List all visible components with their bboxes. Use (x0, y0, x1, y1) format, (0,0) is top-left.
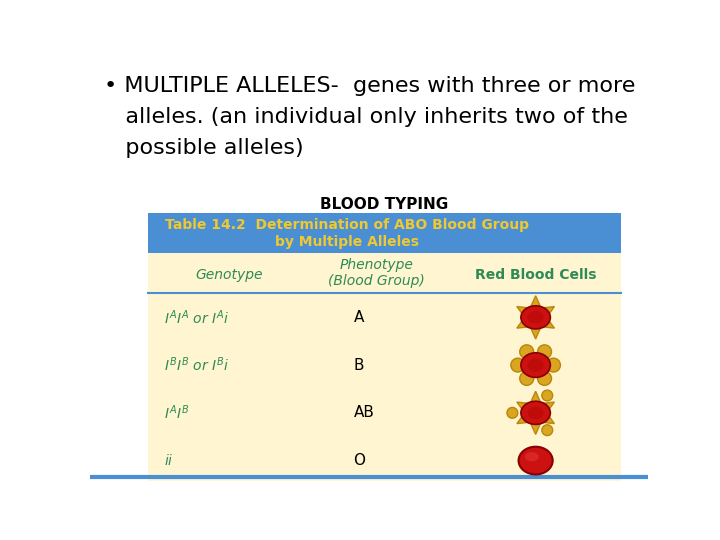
Text: $ii$: $ii$ (163, 453, 174, 468)
Text: O: O (354, 453, 366, 468)
FancyBboxPatch shape (148, 253, 621, 294)
Text: B: B (354, 357, 364, 373)
Text: (Blood Group): (Blood Group) (328, 274, 425, 288)
FancyBboxPatch shape (148, 437, 621, 484)
FancyBboxPatch shape (148, 294, 621, 341)
Circle shape (510, 358, 525, 372)
Circle shape (542, 390, 553, 401)
Text: BLOOD TYPING: BLOOD TYPING (320, 198, 449, 212)
Ellipse shape (528, 311, 544, 323)
Circle shape (520, 345, 534, 359)
Ellipse shape (521, 401, 550, 424)
Text: AB: AB (354, 406, 374, 420)
Text: $I^BI^B$ or $I^Bi$: $I^BI^B$ or $I^Bi$ (163, 356, 229, 374)
Text: • MULTIPLE ALLELES-  genes with three or more: • MULTIPLE ALLELES- genes with three or … (104, 76, 635, 96)
Circle shape (538, 372, 552, 386)
Ellipse shape (521, 353, 550, 377)
Circle shape (546, 358, 560, 372)
Text: Table 14.2  Determination of ABO Blood Group: Table 14.2 Determination of ABO Blood Gr… (165, 218, 528, 232)
Polygon shape (517, 392, 554, 434)
FancyBboxPatch shape (148, 389, 621, 437)
Text: possible alleles): possible alleles) (104, 138, 304, 158)
Text: Phenotype: Phenotype (340, 258, 414, 272)
Text: $I^AI^B$: $I^AI^B$ (163, 403, 189, 422)
Text: Red Blood Cells: Red Blood Cells (475, 268, 596, 282)
Polygon shape (517, 296, 554, 339)
Text: A: A (354, 310, 364, 325)
Text: $I^AI^A$ or $I^Ai$: $I^AI^A$ or $I^Ai$ (163, 308, 229, 327)
Text: Genotype: Genotype (196, 268, 264, 282)
Text: alleles. (an individual only inherits two of the: alleles. (an individual only inherits tw… (104, 107, 628, 127)
Ellipse shape (525, 452, 539, 461)
Ellipse shape (528, 359, 544, 372)
Ellipse shape (528, 407, 544, 419)
Circle shape (520, 372, 534, 386)
Circle shape (538, 345, 552, 359)
Ellipse shape (518, 447, 553, 475)
Ellipse shape (521, 306, 550, 329)
Text: by Multiple Alleles: by Multiple Alleles (275, 235, 419, 249)
FancyBboxPatch shape (148, 341, 621, 389)
Circle shape (507, 408, 518, 418)
Circle shape (542, 425, 553, 436)
FancyBboxPatch shape (148, 213, 621, 253)
